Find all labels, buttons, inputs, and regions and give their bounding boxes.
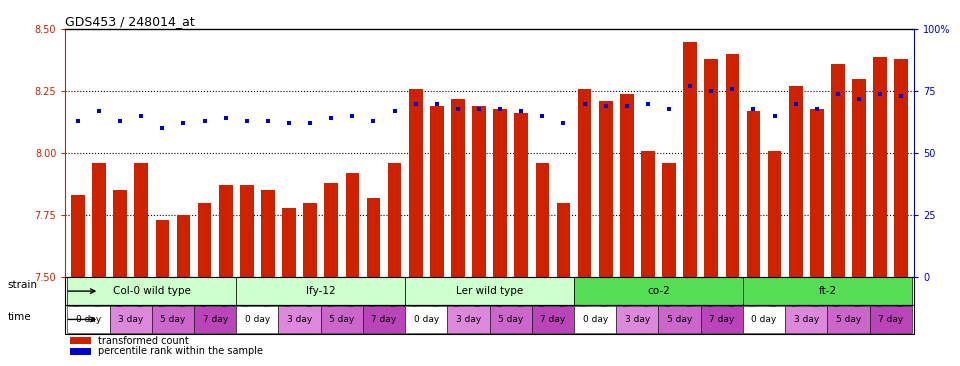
Bar	[346, 173, 359, 277]
Bar	[177, 215, 190, 277]
Text: 7 day: 7 day	[540, 315, 565, 324]
Bar	[768, 151, 781, 277]
FancyBboxPatch shape	[152, 306, 194, 333]
FancyBboxPatch shape	[109, 306, 152, 333]
Bar	[831, 64, 845, 277]
FancyBboxPatch shape	[490, 306, 532, 333]
Bar	[684, 42, 697, 277]
Bar	[641, 151, 655, 277]
Bar	[493, 108, 507, 277]
Bar	[303, 203, 317, 277]
FancyBboxPatch shape	[278, 306, 321, 333]
Bar	[515, 113, 528, 277]
Bar	[71, 195, 84, 277]
Bar	[451, 98, 465, 277]
Bar	[430, 106, 444, 277]
Bar	[874, 56, 887, 277]
Bar	[726, 54, 739, 277]
Bar	[240, 185, 253, 277]
Text: lfy-12: lfy-12	[306, 286, 336, 296]
Bar	[261, 190, 275, 277]
Text: 3 day: 3 day	[118, 315, 143, 324]
Text: Col-0 wild type: Col-0 wild type	[113, 286, 191, 296]
Bar	[810, 108, 824, 277]
FancyBboxPatch shape	[785, 306, 828, 333]
Text: 0 day: 0 day	[414, 315, 439, 324]
Bar	[599, 101, 612, 277]
Bar	[156, 220, 169, 277]
Text: 3 day: 3 day	[456, 315, 481, 324]
Bar	[113, 190, 127, 277]
FancyBboxPatch shape	[236, 306, 278, 333]
Bar	[620, 94, 634, 277]
FancyBboxPatch shape	[659, 306, 701, 333]
FancyBboxPatch shape	[67, 306, 109, 333]
FancyBboxPatch shape	[574, 306, 616, 333]
Bar	[472, 106, 486, 277]
Text: 0 day: 0 day	[245, 315, 270, 324]
Text: 7 day: 7 day	[203, 315, 228, 324]
FancyBboxPatch shape	[447, 306, 490, 333]
Bar	[852, 79, 866, 277]
Text: 5 day: 5 day	[160, 315, 185, 324]
Text: time: time	[8, 311, 32, 322]
FancyBboxPatch shape	[363, 306, 405, 333]
Bar	[557, 203, 570, 277]
Text: transformed count: transformed count	[98, 336, 188, 346]
Text: 5 day: 5 day	[836, 315, 861, 324]
Text: 7 day: 7 day	[709, 315, 734, 324]
FancyBboxPatch shape	[194, 306, 236, 333]
FancyBboxPatch shape	[828, 306, 870, 333]
FancyBboxPatch shape	[321, 306, 363, 333]
Bar	[705, 59, 718, 277]
Text: Ler wild type: Ler wild type	[456, 286, 523, 296]
Text: percentile rank within the sample: percentile rank within the sample	[98, 346, 262, 356]
Text: strain: strain	[8, 280, 37, 290]
Text: 3 day: 3 day	[625, 315, 650, 324]
FancyBboxPatch shape	[67, 277, 236, 305]
FancyBboxPatch shape	[405, 306, 447, 333]
FancyBboxPatch shape	[743, 306, 785, 333]
Bar	[367, 198, 380, 277]
Bar	[388, 163, 401, 277]
Bar	[662, 163, 676, 277]
FancyBboxPatch shape	[701, 306, 743, 333]
Bar	[895, 59, 908, 277]
FancyBboxPatch shape	[532, 306, 574, 333]
Bar	[69, 337, 91, 344]
Bar	[747, 111, 760, 277]
FancyBboxPatch shape	[743, 277, 912, 305]
Bar	[134, 163, 148, 277]
Text: 0 day: 0 day	[583, 315, 608, 324]
Text: GDS453 / 248014_at: GDS453 / 248014_at	[65, 15, 195, 28]
Bar	[69, 348, 91, 355]
Text: ft-2: ft-2	[818, 286, 836, 296]
FancyBboxPatch shape	[405, 277, 574, 305]
Bar	[324, 183, 338, 277]
Text: 3 day: 3 day	[794, 315, 819, 324]
Text: 5 day: 5 day	[667, 315, 692, 324]
FancyBboxPatch shape	[236, 277, 405, 305]
Bar	[789, 86, 803, 277]
Bar	[198, 203, 211, 277]
Text: 7 day: 7 day	[372, 315, 396, 324]
Text: 7 day: 7 day	[878, 315, 903, 324]
Bar	[282, 208, 296, 277]
Text: 5 day: 5 day	[329, 315, 354, 324]
FancyBboxPatch shape	[574, 277, 743, 305]
Bar	[409, 89, 422, 277]
Text: co-2: co-2	[647, 286, 670, 296]
FancyBboxPatch shape	[616, 306, 659, 333]
Bar	[219, 185, 232, 277]
Bar	[536, 163, 549, 277]
Bar	[92, 163, 106, 277]
Text: 5 day: 5 day	[498, 315, 523, 324]
Bar	[578, 89, 591, 277]
FancyBboxPatch shape	[870, 306, 912, 333]
Text: 0 day: 0 day	[76, 315, 101, 324]
Text: 0 day: 0 day	[752, 315, 777, 324]
Text: 3 day: 3 day	[287, 315, 312, 324]
